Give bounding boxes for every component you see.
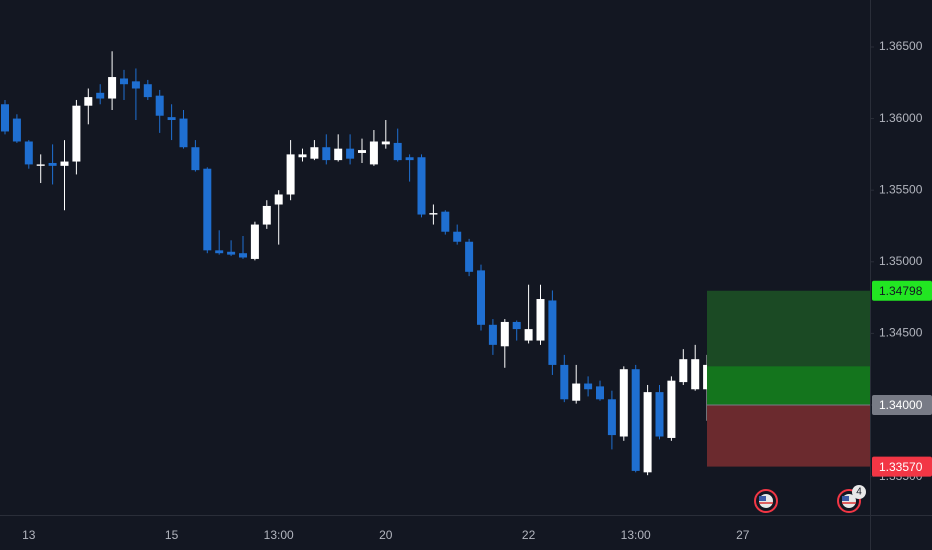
price-label: 1.34000	[879, 398, 923, 412]
candle-body	[405, 157, 414, 161]
candle-body	[524, 329, 533, 341]
candle-body	[262, 205, 271, 225]
x-tick-label: 22	[522, 528, 536, 542]
x-tick-label: 13	[22, 528, 36, 542]
candle-body	[560, 364, 569, 400]
candle-body	[120, 78, 128, 85]
candle-body	[286, 154, 295, 195]
candle-body	[131, 81, 140, 89]
candle-body	[298, 154, 307, 158]
candle-body	[488, 324, 497, 345]
candle-body	[1, 104, 9, 132]
price-label-bg	[872, 456, 932, 477]
candle-body	[334, 148, 343, 161]
x-tick-label: 27	[736, 528, 750, 542]
x-tick-label: 13:00	[621, 528, 651, 542]
event-icon	[754, 489, 778, 513]
candle-body	[369, 141, 378, 165]
candle-body	[215, 250, 224, 254]
candle-body	[667, 380, 676, 438]
candle-body	[12, 118, 21, 142]
event-badge-text: 4	[856, 487, 862, 498]
x-tick-label: 15	[165, 528, 179, 542]
candle-body	[322, 147, 331, 161]
price-label-bg	[872, 395, 932, 416]
candle-body	[143, 84, 152, 98]
candle-body	[512, 321, 521, 330]
candle-body	[655, 392, 664, 437]
candle-body	[250, 224, 259, 259]
candle-body	[417, 157, 426, 215]
y-tick-label: 1.35000	[879, 254, 923, 268]
candle-body	[72, 105, 81, 162]
candle-body	[167, 117, 176, 121]
candle-body	[60, 161, 69, 166]
event-icon: 4	[837, 485, 866, 513]
y-tick-label: 1.35500	[879, 182, 923, 196]
candle-body	[346, 148, 355, 159]
candle-body	[393, 142, 402, 161]
candle-body	[155, 95, 164, 116]
price-label-bg	[872, 280, 932, 301]
candle-body	[429, 213, 438, 215]
candle-body	[191, 147, 200, 171]
candle-body	[631, 369, 640, 471]
candle-body	[274, 194, 283, 205]
candle-body	[96, 92, 105, 99]
candle-body	[239, 253, 247, 258]
candle-body	[453, 231, 462, 242]
candle-body	[607, 399, 616, 436]
price-label: 1.33570	[879, 460, 923, 474]
candle-body	[619, 369, 628, 437]
candle-body	[465, 241, 474, 272]
candle-body	[548, 300, 557, 365]
candle-body	[108, 77, 117, 99]
candle-body	[441, 211, 450, 232]
candle-body	[203, 168, 212, 251]
candle-body	[358, 150, 366, 153]
candle-body	[48, 162, 57, 166]
y-tick-label: 1.36000	[879, 111, 923, 125]
candle-body	[227, 251, 236, 255]
candle-body	[691, 359, 700, 390]
x-tick-label: 20	[379, 528, 393, 542]
event-badge	[852, 485, 866, 499]
candle-body	[36, 164, 45, 166]
candle-body	[643, 392, 652, 473]
candle-body	[24, 141, 33, 165]
candle-body	[596, 386, 604, 400]
candle-body	[584, 383, 593, 390]
candle-body	[381, 141, 390, 145]
candle-body	[179, 118, 188, 148]
candle-body	[536, 299, 545, 341]
y-tick-label: 1.36500	[879, 39, 923, 53]
candle-body	[310, 147, 319, 159]
candle-body	[477, 270, 485, 325]
stop-zone	[707, 405, 870, 467]
profit-zone	[707, 366, 870, 406]
candle-body	[84, 97, 93, 106]
y-tick-label: 1.34500	[879, 326, 923, 340]
price-label: 1.34798	[879, 284, 923, 298]
candles	[1, 51, 735, 476]
candle-body	[572, 383, 581, 401]
x-tick-label: 13:00	[264, 528, 294, 542]
candle-body	[679, 359, 688, 383]
candle-body	[500, 321, 509, 347]
